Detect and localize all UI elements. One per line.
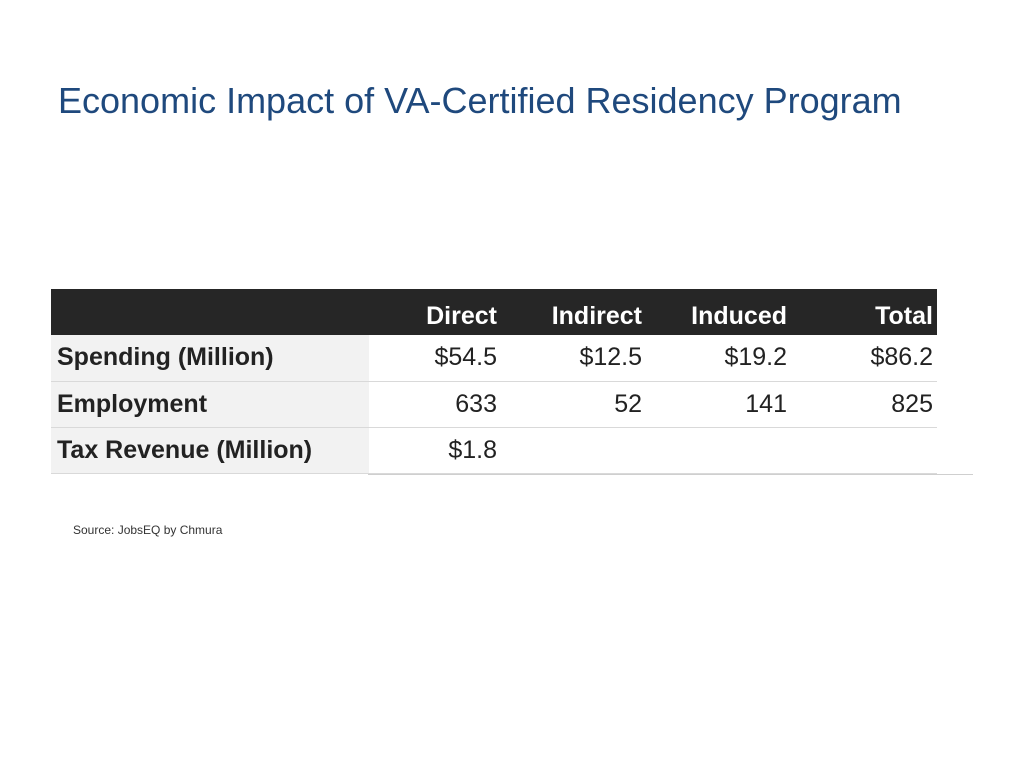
row-label-employment: Employment xyxy=(51,381,369,428)
row-label-tax-revenue: Tax Revenue (Million) xyxy=(51,427,369,474)
slide-title: Economic Impact of VA-Certified Residenc… xyxy=(58,80,902,121)
table-row-spending: Spending (Million) $54.5 $12.5 $19.2 $86… xyxy=(51,335,937,382)
column-header-direct: Direct xyxy=(369,289,501,335)
cell-spending-indirect: $12.5 xyxy=(501,335,646,382)
header-corner-cell xyxy=(51,289,369,335)
cell-tax-total xyxy=(791,427,937,474)
cell-tax-induced xyxy=(646,427,791,474)
source-note: Source: JobsEQ by Chmura xyxy=(73,523,223,537)
cell-spending-total: $86.2 xyxy=(791,335,937,382)
cell-tax-indirect xyxy=(501,427,646,474)
impact-table: Direct Indirect Induced Total Spending (… xyxy=(51,289,937,474)
column-header-induced: Induced xyxy=(646,289,791,335)
column-header-total: Total xyxy=(791,289,937,335)
cell-tax-direct: $1.8 xyxy=(369,427,501,474)
cell-employment-total: 825 xyxy=(791,381,937,428)
table-row-tax-revenue: Tax Revenue (Million) $1.8 xyxy=(51,427,937,474)
cell-employment-induced: 141 xyxy=(646,381,791,428)
table-bottom-rule xyxy=(368,474,973,475)
column-header-indirect: Indirect xyxy=(501,289,646,335)
cell-employment-indirect: 52 xyxy=(501,381,646,428)
cell-spending-induced: $19.2 xyxy=(646,335,791,382)
table-header-row: Direct Indirect Induced Total xyxy=(51,289,937,335)
table-row-employment: Employment 633 52 141 825 xyxy=(51,381,937,428)
cell-spending-direct: $54.5 xyxy=(369,335,501,382)
cell-employment-direct: 633 xyxy=(369,381,501,428)
row-label-spending: Spending (Million) xyxy=(51,335,369,382)
